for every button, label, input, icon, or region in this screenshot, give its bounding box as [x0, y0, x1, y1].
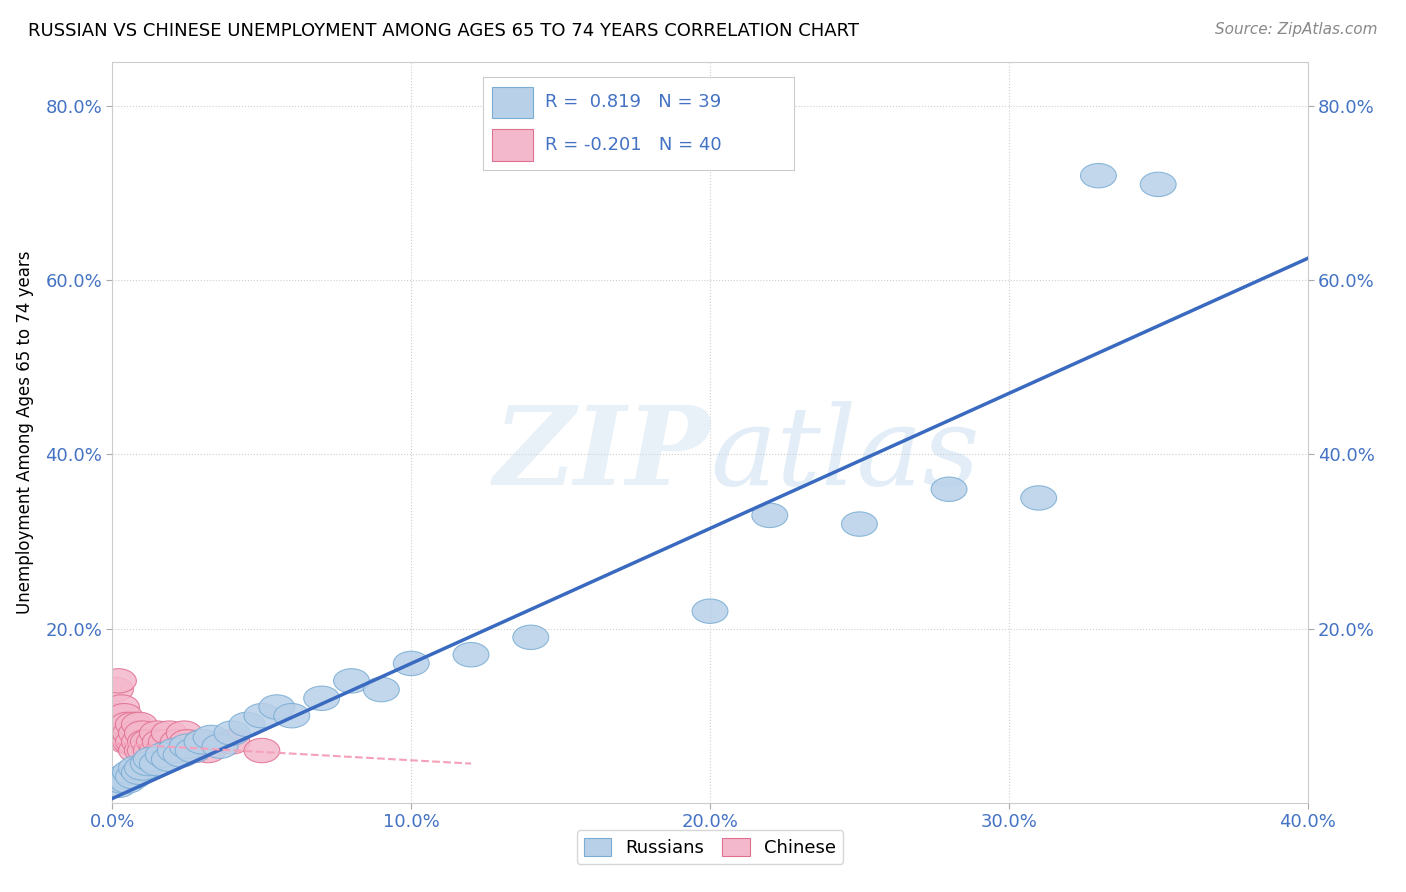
Ellipse shape: [931, 477, 967, 501]
Ellipse shape: [333, 669, 370, 693]
Ellipse shape: [118, 721, 155, 746]
Ellipse shape: [394, 651, 429, 675]
Legend: Russians, Chinese: Russians, Chinese: [576, 830, 844, 864]
Ellipse shape: [118, 739, 155, 763]
Ellipse shape: [139, 739, 176, 763]
Ellipse shape: [136, 730, 173, 754]
Ellipse shape: [163, 743, 200, 767]
Ellipse shape: [121, 712, 157, 737]
Text: RUSSIAN VS CHINESE UNEMPLOYMENT AMONG AGES 65 TO 74 YEARS CORRELATION CHART: RUSSIAN VS CHINESE UNEMPLOYMENT AMONG AG…: [28, 22, 859, 40]
Ellipse shape: [1081, 163, 1116, 188]
Ellipse shape: [363, 677, 399, 702]
Ellipse shape: [202, 734, 238, 758]
Ellipse shape: [160, 730, 197, 754]
Ellipse shape: [169, 734, 205, 758]
Ellipse shape: [131, 730, 166, 754]
Ellipse shape: [176, 739, 211, 763]
Ellipse shape: [245, 704, 280, 728]
Ellipse shape: [304, 686, 340, 710]
Ellipse shape: [107, 764, 142, 789]
Ellipse shape: [229, 712, 264, 737]
Ellipse shape: [101, 704, 136, 728]
Ellipse shape: [134, 747, 169, 772]
Ellipse shape: [274, 704, 309, 728]
Ellipse shape: [128, 730, 163, 754]
Text: Source: ZipAtlas.com: Source: ZipAtlas.com: [1215, 22, 1378, 37]
Ellipse shape: [453, 642, 489, 667]
Text: ZIP: ZIP: [494, 401, 710, 508]
Ellipse shape: [104, 769, 139, 793]
Ellipse shape: [134, 739, 169, 763]
Ellipse shape: [139, 721, 176, 746]
Ellipse shape: [142, 730, 179, 754]
Ellipse shape: [166, 721, 202, 746]
Ellipse shape: [101, 669, 136, 693]
Ellipse shape: [259, 695, 295, 719]
Ellipse shape: [184, 730, 221, 754]
Ellipse shape: [190, 739, 226, 763]
Ellipse shape: [1140, 172, 1177, 196]
Ellipse shape: [107, 704, 142, 728]
Ellipse shape: [513, 625, 548, 649]
Ellipse shape: [184, 730, 221, 754]
Ellipse shape: [115, 730, 152, 754]
Ellipse shape: [214, 730, 250, 754]
Ellipse shape: [112, 721, 149, 746]
Ellipse shape: [155, 739, 190, 763]
Ellipse shape: [152, 747, 187, 772]
Ellipse shape: [118, 756, 155, 780]
Ellipse shape: [110, 730, 145, 754]
Ellipse shape: [176, 739, 211, 763]
Ellipse shape: [148, 730, 184, 754]
Ellipse shape: [125, 756, 160, 780]
Ellipse shape: [842, 512, 877, 536]
Ellipse shape: [692, 599, 728, 624]
Ellipse shape: [121, 760, 157, 784]
Ellipse shape: [110, 769, 145, 793]
Ellipse shape: [107, 721, 142, 746]
Ellipse shape: [752, 503, 787, 527]
Ellipse shape: [131, 751, 166, 776]
Ellipse shape: [115, 712, 152, 737]
Ellipse shape: [110, 712, 145, 737]
Y-axis label: Unemployment Among Ages 65 to 74 years: Unemployment Among Ages 65 to 74 years: [15, 251, 34, 615]
Ellipse shape: [125, 721, 160, 746]
Ellipse shape: [112, 730, 149, 754]
Ellipse shape: [128, 739, 163, 763]
Ellipse shape: [121, 730, 157, 754]
Ellipse shape: [214, 721, 250, 746]
Ellipse shape: [193, 725, 229, 749]
Ellipse shape: [112, 760, 149, 784]
Ellipse shape: [104, 712, 139, 737]
Ellipse shape: [104, 695, 139, 719]
Ellipse shape: [245, 739, 280, 763]
Text: atlas: atlas: [710, 401, 980, 508]
Ellipse shape: [152, 721, 187, 746]
Ellipse shape: [115, 764, 152, 789]
Ellipse shape: [101, 773, 136, 797]
Ellipse shape: [145, 739, 181, 763]
Ellipse shape: [139, 751, 176, 776]
Ellipse shape: [145, 743, 181, 767]
Ellipse shape: [125, 739, 160, 763]
Ellipse shape: [169, 730, 205, 754]
Ellipse shape: [1021, 486, 1057, 510]
Ellipse shape: [163, 739, 200, 763]
Ellipse shape: [157, 739, 193, 763]
Ellipse shape: [97, 677, 134, 702]
